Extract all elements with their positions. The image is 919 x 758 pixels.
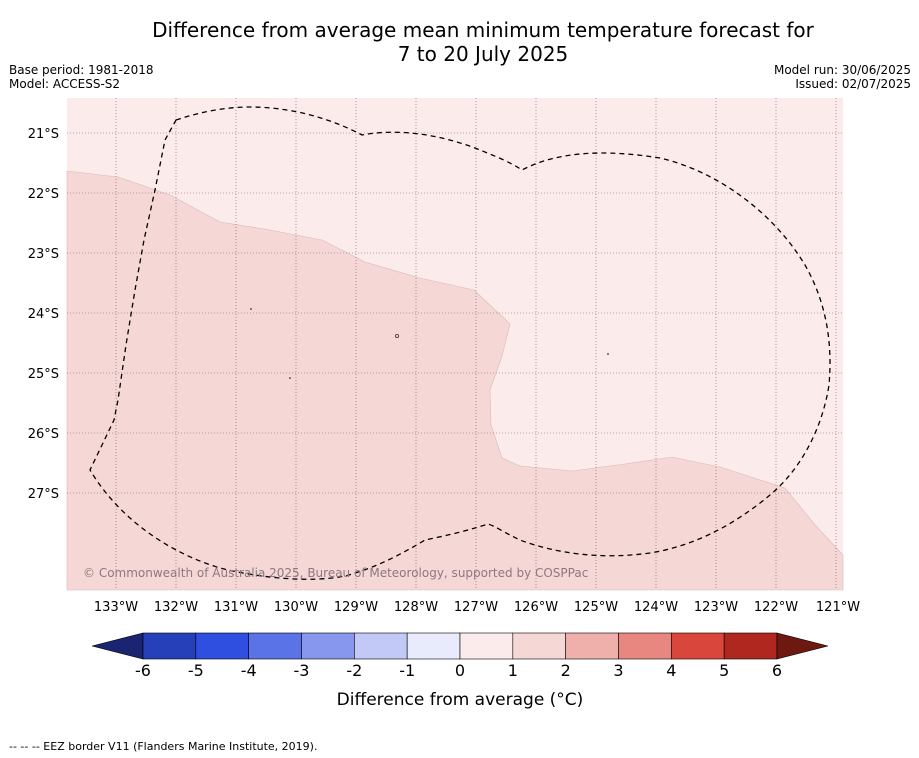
lat-label: 25°S xyxy=(28,367,59,382)
colorbar-under-arrow xyxy=(91,632,144,660)
colorbar-tick-label: -2 xyxy=(346,661,362,680)
colorbar-segment xyxy=(406,632,461,660)
lat-label: 24°S xyxy=(28,307,59,322)
colorbar-segment xyxy=(671,632,725,660)
lat-label: 23°S xyxy=(28,247,59,262)
colorbar-tick-label: -3 xyxy=(294,661,310,680)
lon-label: 132°W xyxy=(154,600,198,615)
longitude-labels: 133°W 132°W 131°W 130°W 129°W 128°W 127°… xyxy=(94,600,860,615)
model-run-text: Model run: 30/06/2025 xyxy=(773,63,911,77)
meta-left: Base period: 1981-2018 Model: ACCESS-S2 xyxy=(9,63,154,91)
lon-label: 123°W xyxy=(694,600,738,615)
lat-label: 21°S xyxy=(28,127,59,142)
copyright-text: © Commonwealth of Australia 2025, Bureau… xyxy=(83,566,588,580)
lat-label: 27°S xyxy=(28,487,59,502)
colorbar-tick-label: 5 xyxy=(719,661,729,680)
colorbar-tick-label: 1 xyxy=(508,661,518,680)
issued-text: Issued: 02/07/2025 xyxy=(795,77,911,91)
model-text: Model: ACCESS-S2 xyxy=(9,77,121,91)
colorbar xyxy=(91,632,829,660)
title-line-1: Difference from average mean minimum tem… xyxy=(152,18,814,42)
colorbar-tick-label: -6 xyxy=(135,661,151,680)
colorbar-tick-label: 3 xyxy=(613,661,623,680)
lat-label: 26°S xyxy=(28,427,59,442)
colorbar-tick-label: -4 xyxy=(241,661,257,680)
colorbar-tick-labels: -6 -5 -4 -3 -2 -1 0 1 2 3 4 5 6 xyxy=(135,661,782,680)
lon-label: 125°W xyxy=(574,600,618,615)
colorbar-tick-label: 4 xyxy=(666,661,676,680)
colorbar-tick-label: 0 xyxy=(455,661,465,680)
colorbar-tick-label: 2 xyxy=(561,661,571,680)
eez-footnote: -- -- -- EEZ border V11 (Flanders Marine… xyxy=(9,740,318,753)
chart-title: Difference from average mean minimum tem… xyxy=(0,18,919,66)
lon-label: 133°W xyxy=(94,600,138,615)
colorbar-segment xyxy=(248,632,302,660)
colorbar-tick-label: 6 xyxy=(772,661,782,680)
title-line-2: 7 to 20 July 2025 xyxy=(397,42,569,66)
anomaly-zone-1-2 xyxy=(66,170,844,591)
colorbar-tick-label: -1 xyxy=(399,661,415,680)
forecast-map: © Commonwealth of Australia 2025, Bureau… xyxy=(28,98,860,710)
lon-label: 129°W xyxy=(334,600,378,615)
lon-label: 121°W xyxy=(816,600,860,615)
lon-label: 128°W xyxy=(394,600,438,615)
colorbar-segment xyxy=(301,632,355,660)
colorbar-title: Difference from average (°C) xyxy=(337,690,584,710)
lon-label: 130°W xyxy=(274,600,318,615)
colorbar-segment xyxy=(354,632,408,660)
lon-label: 127°W xyxy=(454,600,498,615)
meta-right: Model run: 30/06/2025 Issued: 02/07/2025 xyxy=(774,63,911,91)
colorbar-segment xyxy=(512,632,566,660)
lat-label: 22°S xyxy=(28,187,59,202)
lon-label: 126°W xyxy=(514,600,558,615)
colorbar-segment xyxy=(195,632,249,660)
lon-label: 124°W xyxy=(634,600,678,615)
colorbar-segment xyxy=(142,632,197,660)
lon-label: 122°W xyxy=(754,600,798,615)
colorbar-over-arrow xyxy=(776,632,829,660)
base-period-text: Base period: 1981-2018 xyxy=(9,63,154,77)
latitude-labels: 21°S 22°S 23°S 24°S 25°S 26°S 27°S xyxy=(28,127,59,502)
colorbar-segment xyxy=(618,632,672,660)
gridlines xyxy=(67,98,843,590)
colorbar-tick-label: -5 xyxy=(188,661,204,680)
colorbar-segment xyxy=(723,632,778,660)
colorbar-segment xyxy=(459,632,514,660)
colorbar-segment xyxy=(565,632,619,660)
islands xyxy=(250,308,609,379)
lon-label: 131°W xyxy=(214,600,258,615)
